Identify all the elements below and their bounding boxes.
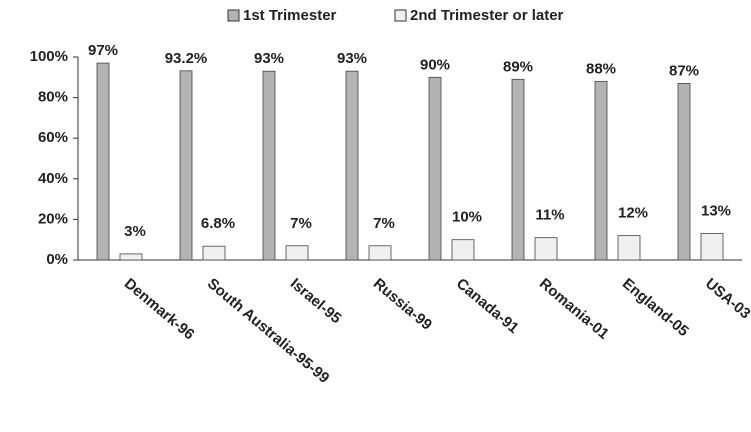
bar (534, 237, 558, 261)
bar (617, 235, 641, 261)
value-label: 93% (337, 50, 367, 67)
bar (202, 245, 226, 261)
legend-swatch (227, 9, 240, 22)
legend-label: 1st Trimester (243, 7, 337, 24)
value-label: 13% (701, 203, 731, 220)
x-tick-label: Romania-01 (536, 275, 612, 343)
bar (285, 245, 309, 261)
value-label: 3% (124, 223, 146, 240)
bar (451, 239, 475, 261)
x-tick-label: Russia-99 (370, 275, 435, 334)
value-label: 12% (618, 205, 648, 222)
y-tick-label: 40% (38, 170, 68, 187)
value-label: 89% (503, 58, 533, 75)
value-label: 97% (88, 42, 118, 59)
x-tick-label: England-05 (619, 275, 692, 340)
y-tick-label: 60% (38, 129, 68, 146)
bar (428, 76, 442, 261)
bar (262, 70, 276, 261)
bar (368, 245, 392, 261)
legend-swatch (394, 9, 407, 22)
value-label: 7% (290, 215, 312, 232)
value-label: 7% (373, 215, 395, 232)
y-tick-label: 100% (30, 48, 68, 65)
value-label: 87% (669, 62, 699, 79)
value-label: 90% (420, 56, 450, 73)
value-label: 93% (254, 50, 284, 67)
y-tick-label: 0% (46, 251, 68, 268)
bar (96, 62, 110, 261)
bar (594, 80, 608, 261)
bar (677, 82, 691, 261)
value-label: 11% (535, 207, 564, 224)
bar (119, 253, 143, 261)
x-tick-label: Israel-95 (287, 275, 345, 327)
x-tick-label: Denmark-96 (121, 275, 198, 343)
x-tick-label: Canada-91 (453, 275, 522, 337)
value-label: 93.2% (165, 50, 208, 67)
x-tick-label: USA-03 (702, 275, 751, 322)
bar (511, 78, 525, 261)
value-label: 10% (452, 209, 482, 226)
y-tick-label: 80% (38, 89, 68, 106)
bar (700, 233, 724, 261)
value-label: 88% (586, 60, 616, 77)
y-tick-label: 20% (38, 210, 68, 227)
legend-label: 2nd Trimester or later (410, 7, 564, 24)
bar (179, 70, 193, 261)
value-label: 6.8% (201, 215, 235, 232)
bar (345, 70, 359, 261)
